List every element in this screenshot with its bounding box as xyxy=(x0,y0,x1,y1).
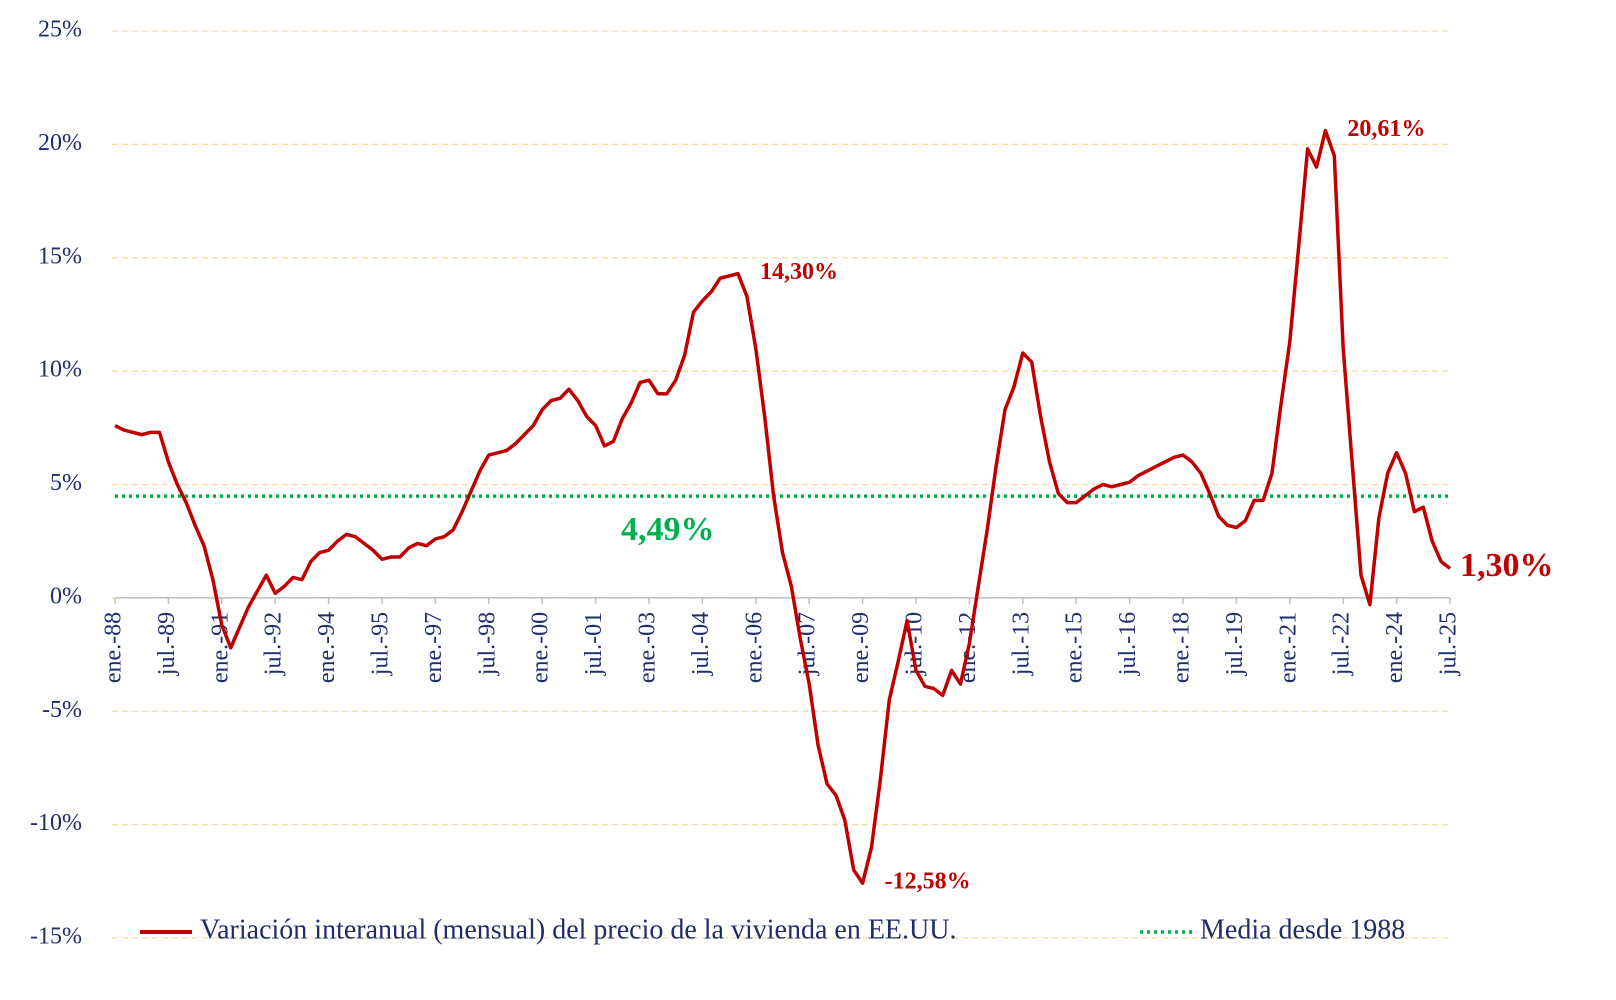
x-tick-label: jul.-01 xyxy=(581,612,607,676)
legend-label: Media desde 1988 xyxy=(1200,914,1405,945)
x-tick-label: ene.-18 xyxy=(1169,612,1195,683)
x-tick-label: jul.-04 xyxy=(688,612,714,676)
x-tick-label: ene.-21 xyxy=(1275,612,1301,683)
y-tick-label: -5% xyxy=(42,697,82,723)
y-tick-label: 10% xyxy=(38,357,82,383)
y-tick-label: -10% xyxy=(30,810,82,836)
x-tick-label: ene.-03 xyxy=(635,612,661,683)
line xyxy=(114,128,1452,885)
data-label: 14,30% xyxy=(760,259,838,285)
data-label: 20,61% xyxy=(1347,116,1425,142)
y-tick-label: 25% xyxy=(38,17,82,43)
x-tick-label: ene.-97 xyxy=(421,612,447,683)
x-tick-label: ene.-15 xyxy=(1062,612,1088,683)
x-tick-label: jul.-22 xyxy=(1329,612,1355,676)
x-tick-label: ene.-88 xyxy=(101,612,127,683)
x-tick-label: ene.-94 xyxy=(314,612,340,683)
x-tick-label: ene.-06 xyxy=(741,612,767,683)
x-tick-label: jul.-98 xyxy=(474,612,500,676)
y-tick-label: 20% xyxy=(38,130,82,156)
x-tick-label: ene.-09 xyxy=(848,612,874,683)
x-tick-label: jul.-92 xyxy=(261,612,287,676)
x-tick-label: jul.-19 xyxy=(1222,612,1248,676)
x-tick-label: jul.-89 xyxy=(154,612,180,676)
x-tick-label: jul.-16 xyxy=(1115,612,1141,676)
x-tick-label: jul.-13 xyxy=(1008,612,1034,676)
mean-label: 4,49% xyxy=(621,511,715,548)
y-tick-label: -15% xyxy=(30,924,82,950)
x-tick-label: jul.-25 xyxy=(1436,612,1462,676)
x-tick-label: ene.-24 xyxy=(1382,612,1408,683)
y-tick-label: 0% xyxy=(50,583,82,609)
y-tick-label: 5% xyxy=(50,470,82,496)
data-label: 1,30% xyxy=(1460,547,1554,584)
x-tick-label: ene.-00 xyxy=(528,612,554,683)
y-tick-label: 15% xyxy=(38,243,82,269)
data-label: -12,58% xyxy=(885,869,971,895)
legend-label: Variación interanual (mensual) del preci… xyxy=(200,914,956,945)
x-tick-label: jul.-95 xyxy=(368,612,394,676)
